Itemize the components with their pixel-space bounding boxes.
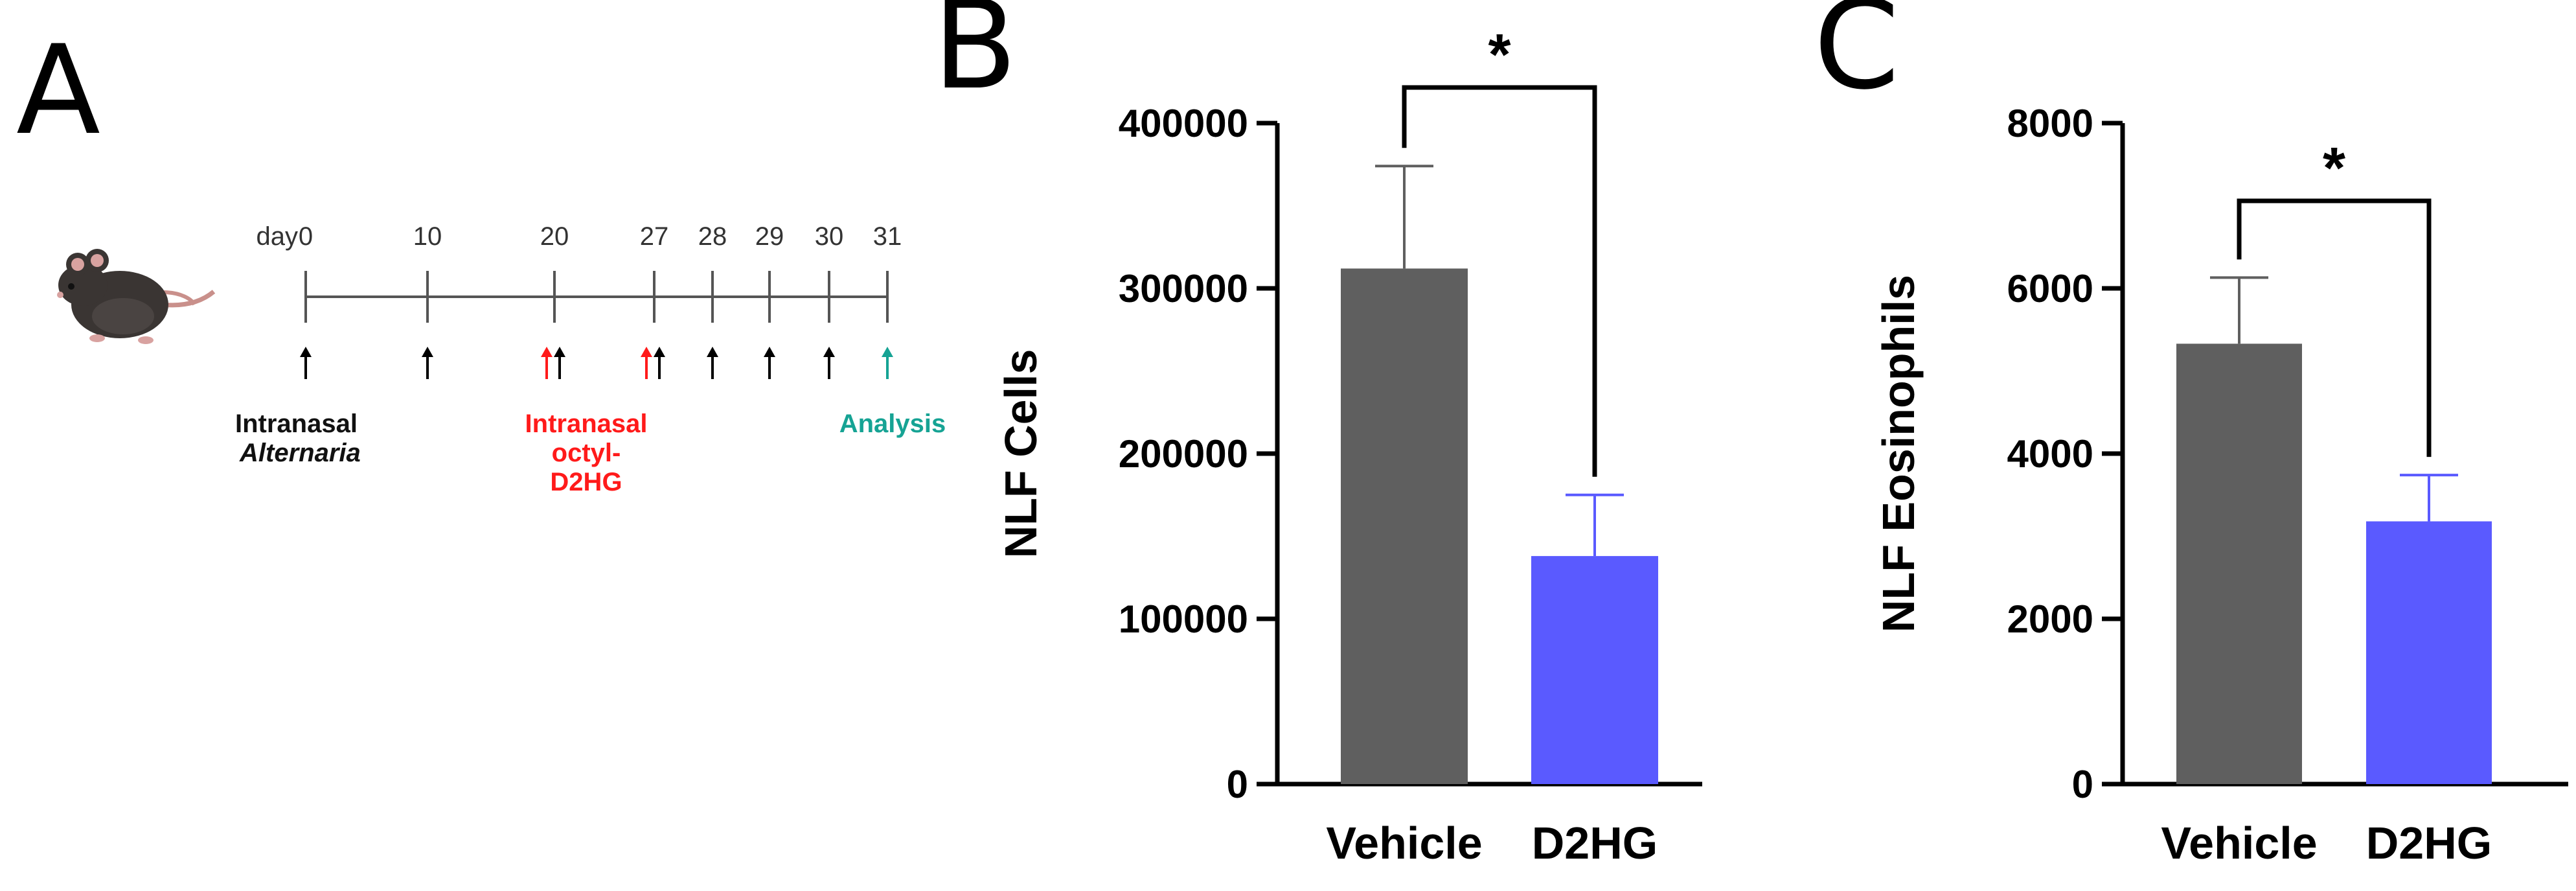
- label-intranasal: Intranasal: [235, 410, 358, 438]
- significance-marker: *: [1488, 23, 1510, 87]
- label-red-line-1: Intranasal: [525, 410, 648, 438]
- y-tick-label: 0: [2072, 763, 2093, 806]
- y-axis-title: NLF Cells: [996, 349, 1046, 559]
- panel-b-letter: B: [933, 0, 1017, 117]
- y-axis-title: NLF Eosinophils: [1873, 275, 1924, 632]
- x-tick-label: D2HG: [2366, 818, 2492, 868]
- y-tick-label: 4000: [2007, 432, 2093, 476]
- significance-bracket: [1402, 85, 1597, 477]
- arrow-alternaria: [654, 347, 665, 379]
- mouse-icon: [57, 249, 216, 344]
- arrow-alternaria: [554, 347, 565, 379]
- bar-d2hg: [2366, 521, 2492, 784]
- timeline-day-label: 27: [640, 222, 669, 251]
- arrow-octyl-d2hg: [641, 347, 652, 379]
- x-tick-label: Vehicle: [2161, 818, 2317, 868]
- arrow-analysis: [882, 347, 893, 379]
- panel-a-letter: A: [16, 19, 100, 162]
- arrow-alternaria: [764, 347, 775, 379]
- chart-nlf-eosinophils: 0 2000 4000 6000 8000 NLF Eosinophils Vehicle D…: [1873, 102, 2568, 868]
- y-tick-label: 0: [1227, 763, 1248, 806]
- timeline-day-label: 20: [540, 222, 569, 251]
- bar-vehicle: [1341, 268, 1468, 784]
- arrow-alternaria: [300, 347, 312, 379]
- panel-c-letter: C: [1814, 0, 1900, 117]
- chart-nlf-cells: 0 100000 200000 300000 400000 NLF Cells Vehicl…: [996, 23, 1702, 868]
- panel-c: C 0 2000 4000 6000 8000 NLF Eosinophils Vehicl…: [1814, 0, 2568, 868]
- label-red-line-2: octyl-: [552, 439, 621, 467]
- timeline-day-label: 0: [299, 222, 313, 251]
- y-tick-label: 6000: [2007, 267, 2093, 310]
- x-tick-label: Vehicle: [1326, 818, 1482, 868]
- label-red-line-3: D2HG: [550, 468, 622, 496]
- timeline: day 0 10 20 27 28 29 30 31: [256, 222, 902, 379]
- bar-vehicle: [2176, 343, 2302, 784]
- y-tick-label: 400000: [1119, 102, 1248, 145]
- y-tick-label: 100000: [1119, 597, 1248, 641]
- significance-marker: *: [2323, 136, 2345, 201]
- y-tick-label: 300000: [1119, 267, 1248, 310]
- label-alternaria: Alternaria: [239, 439, 361, 467]
- label-intranasal-alternaria: Intranasal Alternaria: [235, 410, 361, 467]
- bar-d2hg: [1531, 556, 1658, 784]
- x-tick-label: D2HG: [1532, 818, 1658, 868]
- timeline-day-label: 29: [755, 222, 784, 251]
- arrow-alternaria: [707, 347, 718, 379]
- timeline-day-label: 31: [873, 222, 902, 251]
- panel-b: B 0 100000 200000 300000 400000 NLF Cells Vehi…: [933, 0, 1702, 868]
- y-tick-label: 8000: [2007, 102, 2093, 145]
- significance-bracket: [2237, 198, 2432, 457]
- panel-a: A day 0 10 20 27 28 29 30 31 Intranasal Alternar…: [16, 19, 946, 496]
- y-tick-label: 200000: [1119, 432, 1248, 476]
- timeline-day-label: 30: [815, 222, 844, 251]
- y-tick-label: 2000: [2007, 597, 2093, 641]
- label-analysis: Analysis: [839, 410, 946, 438]
- arrow-alternaria: [823, 347, 835, 379]
- timeline-day-label: 10: [413, 222, 442, 251]
- label-intranasal-octyl-d2hg: Intranasal octyl- D2HG: [525, 410, 648, 496]
- arrow-alternaria: [422, 347, 433, 379]
- day-prefix: day: [256, 222, 299, 251]
- arrow-octyl-d2hg: [541, 347, 553, 379]
- timeline-day-label: 28: [698, 222, 727, 251]
